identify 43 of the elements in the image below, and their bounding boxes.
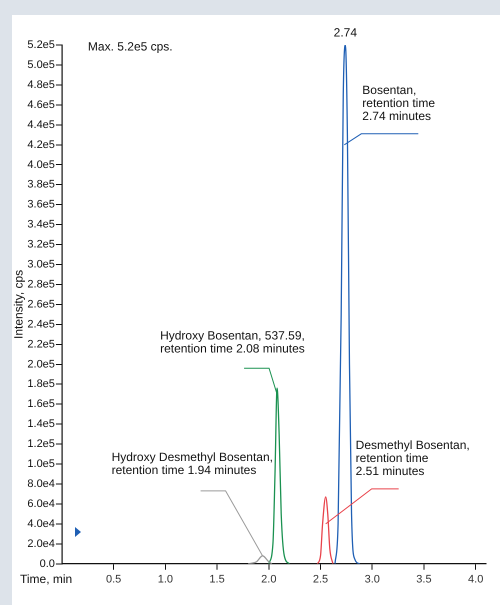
y-tick-label: 1.0e5 bbox=[27, 458, 55, 470]
y-tick-label: 3.8e5 bbox=[27, 178, 55, 191]
x-tick-label: 0.5 bbox=[106, 573, 122, 586]
y-tick-label: 2.6e5 bbox=[27, 298, 55, 310]
x-tick-label: 1.5 bbox=[209, 573, 225, 586]
x-tick-label: 4.0 bbox=[468, 573, 484, 586]
y-tick-label: 5.0e5 bbox=[27, 58, 55, 71]
y-tick-label: 8.0e4 bbox=[27, 478, 55, 490]
x-tick-label: 2.5 bbox=[312, 573, 328, 586]
y-tick-label: 3.0e5 bbox=[27, 258, 55, 271]
annotation: 2.74 bbox=[334, 25, 358, 40]
y-tick-label: 1.6e5 bbox=[27, 398, 55, 410]
y-tick-label: 1.8e5 bbox=[27, 378, 55, 390]
x-axis-title: Time, min bbox=[20, 572, 72, 586]
x-tick-label: 2.0 bbox=[261, 573, 276, 586]
annotation: Hydroxy Bosentan, 537.59, retention time 2.08 minutes bbox=[160, 328, 305, 356]
annotation: Bosentan, retention time 2.74 minutes bbox=[362, 83, 436, 124]
x-tick-label: 3.0 bbox=[364, 573, 380, 586]
y-tick-label: 1.4e5 bbox=[27, 418, 55, 430]
y-tick-label: 4.2e5 bbox=[27, 138, 55, 151]
y-tick-label: 2.0e5 bbox=[27, 358, 55, 370]
y-tick-label: 2.8e5 bbox=[27, 278, 55, 290]
y-tick-label: 4.6e5 bbox=[27, 98, 55, 111]
y-tick-label: 5.2e5 bbox=[27, 39, 55, 52]
y-tick-label: 3.2e5 bbox=[27, 238, 55, 251]
x-tick-label: 1.0 bbox=[158, 573, 174, 586]
y-tick-label: 3.4e5 bbox=[27, 218, 55, 231]
y-tick-label: 4.0e5 bbox=[27, 158, 55, 171]
y-tick-label: 0.0 bbox=[40, 558, 55, 570]
y-tick-label: 2.4e5 bbox=[27, 318, 55, 330]
annotation: Max. 5.2e5 cps. bbox=[88, 39, 173, 54]
y-tick-label: 2.0e4 bbox=[27, 538, 55, 550]
y-axis-title: Intensity, cps bbox=[12, 270, 26, 339]
y-tick-label: 2.2e5 bbox=[27, 338, 55, 350]
annotation: Desmethyl Bosentan, retention time 2.51 minutes bbox=[356, 438, 470, 478]
x-tick-label: 3.5 bbox=[416, 573, 432, 586]
y-tick-label: 3.6e5 bbox=[27, 198, 55, 211]
y-tick-label: 1.2e5 bbox=[27, 438, 55, 450]
annotation: Hydroxy Desmethyl Bosentan, retention time 1.94 minutes bbox=[112, 450, 273, 478]
y-tick-label: 6.0e4 bbox=[27, 498, 55, 510]
y-tick-label: 4.4e5 bbox=[27, 118, 55, 131]
y-tick-label: 4.8e5 bbox=[27, 78, 55, 91]
y-tick-label: 4.0e4 bbox=[27, 518, 55, 530]
